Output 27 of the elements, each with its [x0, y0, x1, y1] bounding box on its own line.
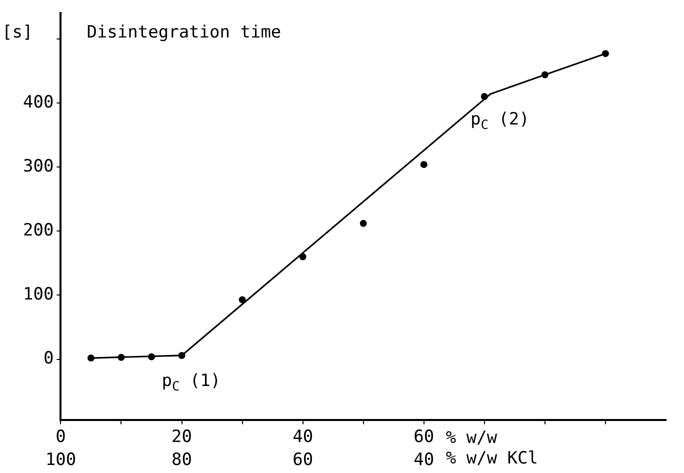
point	[178, 352, 186, 359]
point	[299, 253, 306, 260]
x2-axis-title: % w/w KCl	[446, 448, 538, 468]
point	[602, 50, 609, 58]
x-tick-label: 60	[414, 426, 434, 447]
point	[118, 354, 125, 361]
y-tick-label: 200	[22, 220, 54, 241]
point	[360, 220, 367, 227]
y-tick-label: 300	[22, 156, 54, 176]
y-tick-label: 0	[43, 348, 54, 369]
y-axis-title: [s]	[2, 22, 33, 42]
x-tick-label: 40	[292, 426, 314, 447]
point	[480, 93, 488, 100]
y-tick-label: 100	[22, 284, 54, 305]
x2-tick-label: 40	[414, 450, 434, 470]
point	[87, 354, 94, 362]
x2-tick-label: 60	[292, 450, 314, 470]
point	[238, 296, 246, 304]
x-tick-label: 20	[172, 426, 192, 447]
point	[420, 160, 428, 168]
point	[541, 71, 548, 78]
point	[148, 353, 155, 360]
x-axis-title: % w/w	[446, 428, 498, 448]
x2-tick-label: 80	[172, 450, 192, 470]
text: Disintegration time	[86, 22, 282, 42]
x2-tick-label: 100	[45, 450, 76, 470]
y-tick-label: 400	[22, 92, 54, 112]
